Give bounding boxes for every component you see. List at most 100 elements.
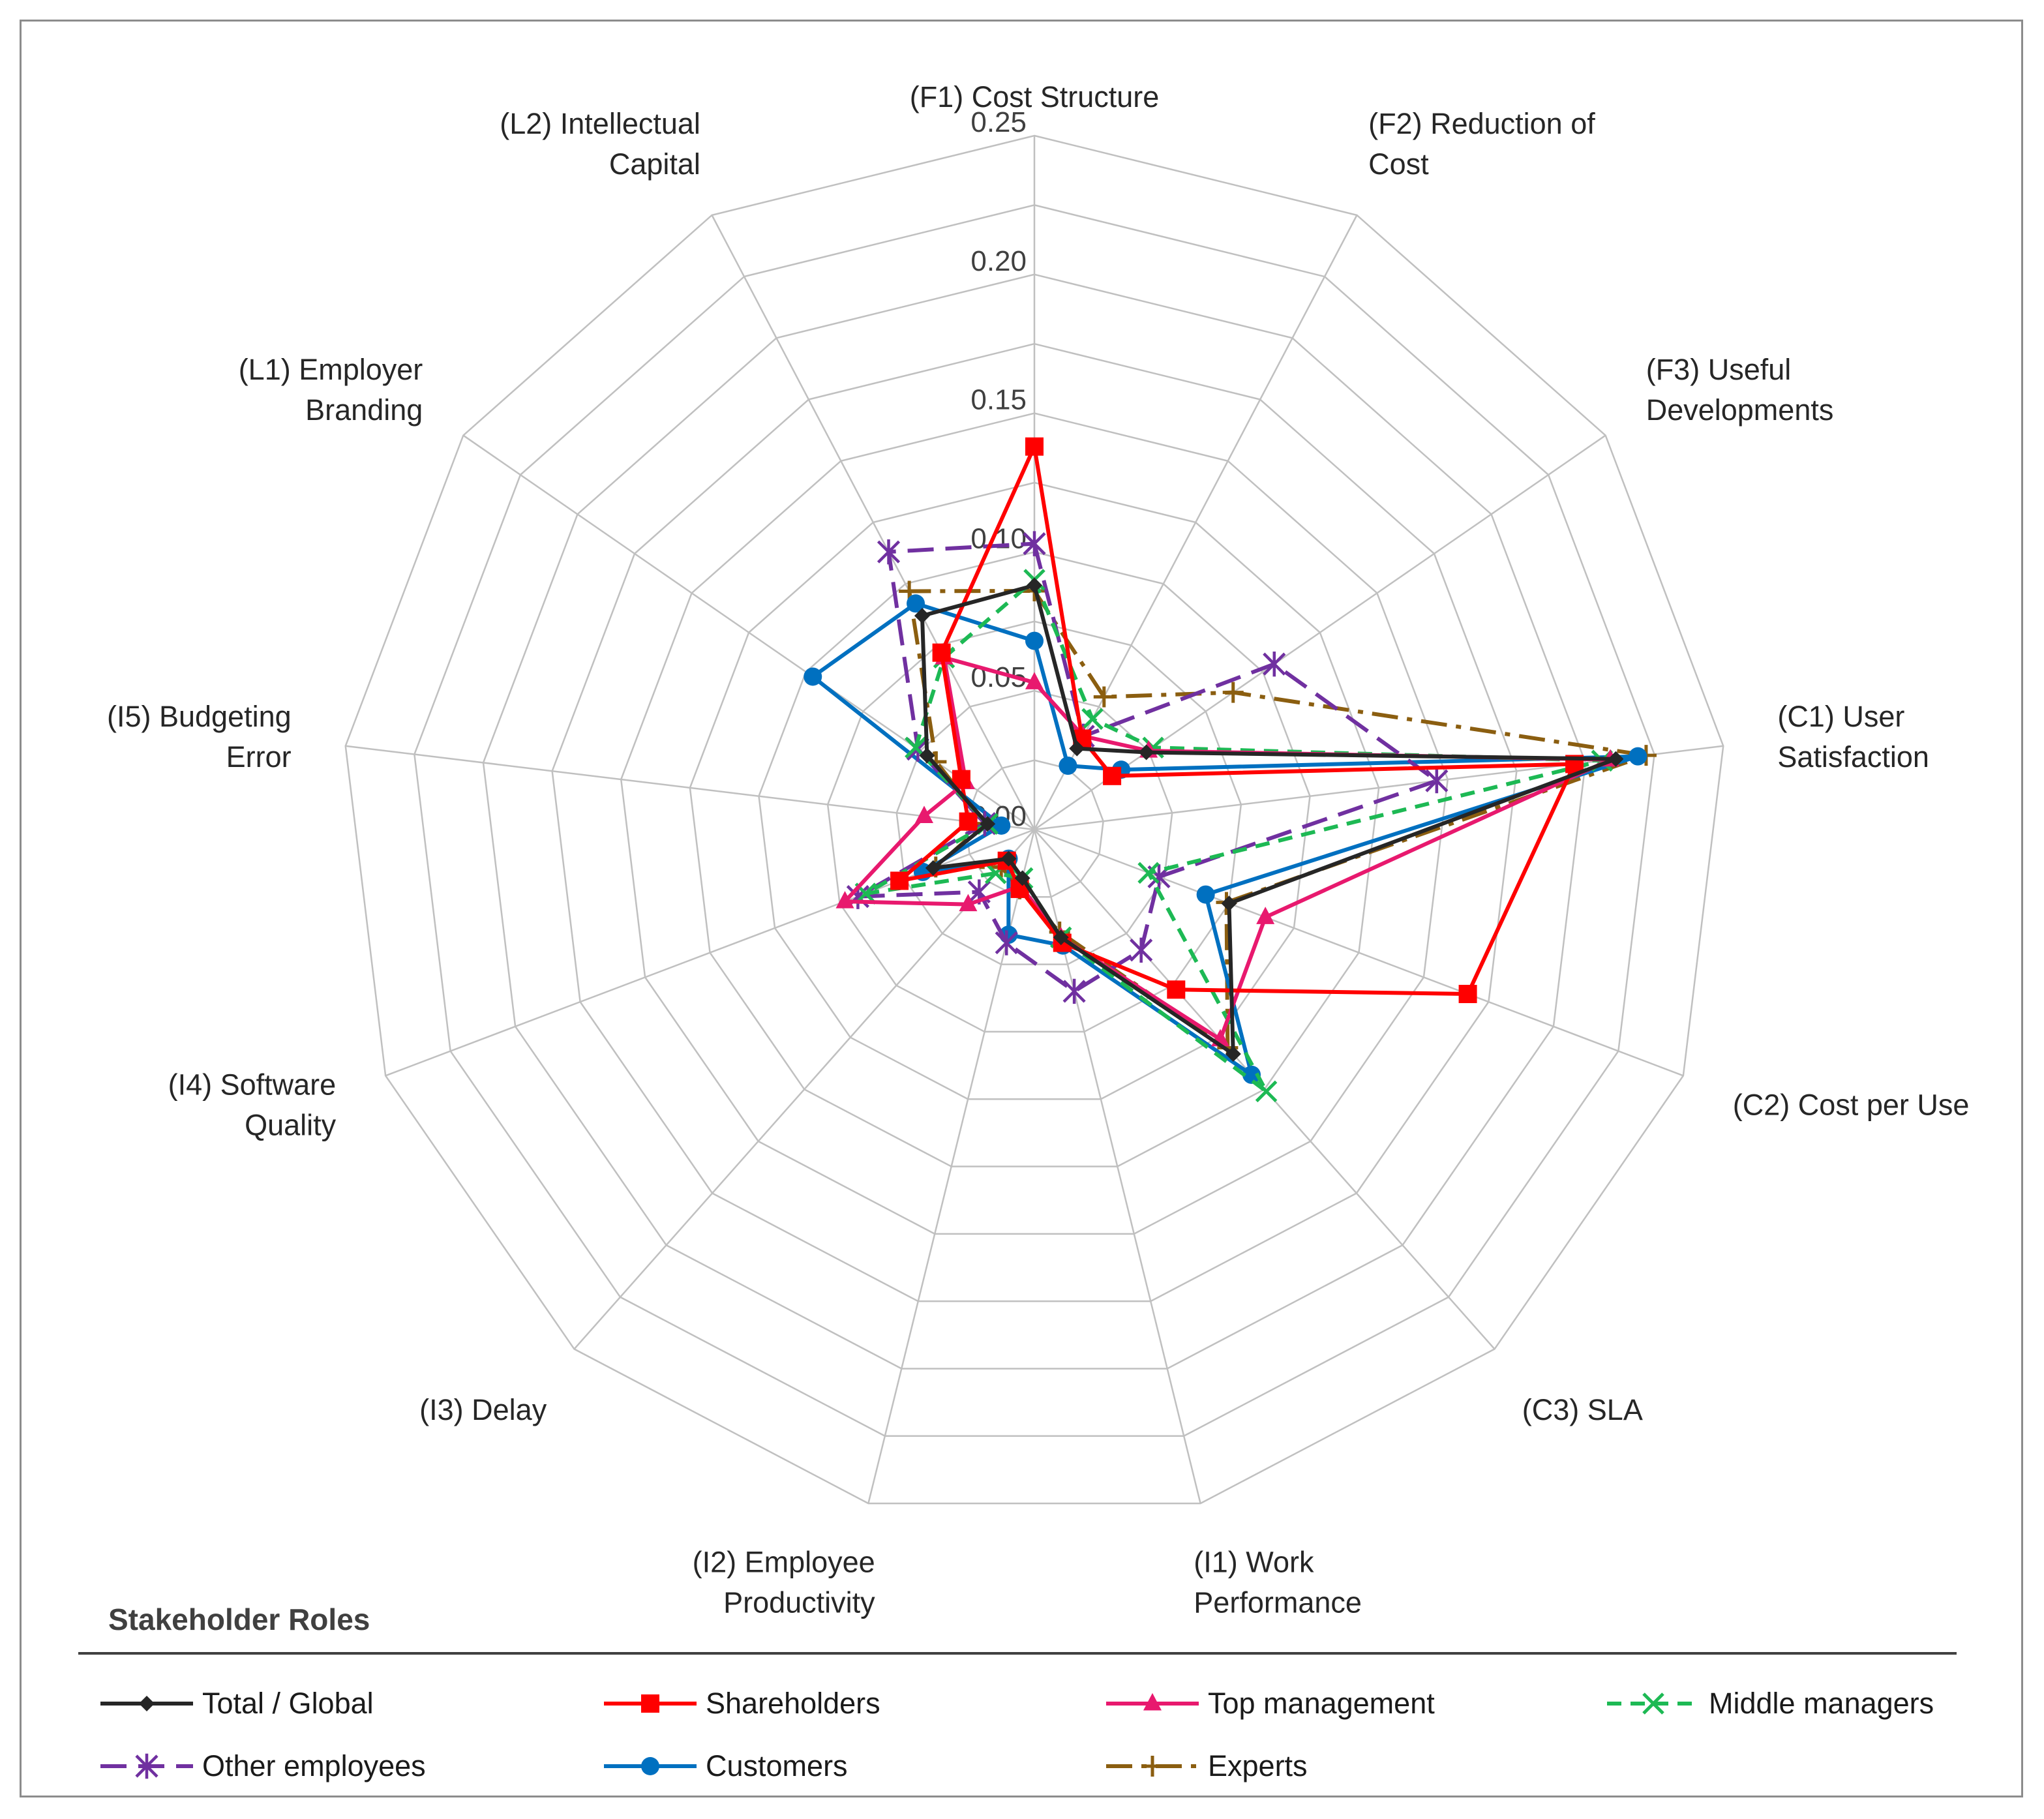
data-point <box>1081 708 1104 730</box>
radar-grid <box>344 134 1724 1505</box>
data-point <box>995 930 1018 955</box>
axis-label: Performance <box>1194 1586 1362 1619</box>
data-point <box>1027 577 1042 594</box>
data-point <box>1025 672 1044 689</box>
data-point <box>1014 870 1030 886</box>
grid-spoke <box>711 215 1036 830</box>
data-point <box>1425 768 1449 794</box>
axis-label: (L2) Intellectual <box>500 107 700 140</box>
grid-spoke <box>462 434 1035 831</box>
data-point <box>835 891 854 909</box>
tick-label: 0.25 <box>970 106 1027 138</box>
data-point <box>877 539 901 565</box>
grid-ring <box>551 342 1518 1302</box>
axis-label: Branding <box>305 393 423 427</box>
data-point <box>1137 862 1160 884</box>
axis-label: (C2) Cost per Use <box>1733 1088 1970 1121</box>
data-point <box>1263 651 1286 677</box>
legend-item: Total / Global <box>98 1684 374 1723</box>
data-point <box>1093 686 1115 708</box>
data-point <box>919 747 935 764</box>
series-total-global <box>914 577 1624 1062</box>
legend-label: Middle managers <box>1709 1687 1934 1720</box>
series-line <box>811 601 1640 1077</box>
data-point <box>980 816 996 832</box>
data-point <box>1222 682 1244 703</box>
legend-item: Shareholders <box>601 1684 880 1723</box>
data-point <box>1138 744 1154 760</box>
series-layer <box>804 437 1657 1103</box>
legend-swatch <box>1607 1692 1700 1715</box>
axis-label: Developments <box>1646 393 1834 427</box>
axis-label: Capital <box>609 147 700 181</box>
axis-label: (F1) Cost Structure <box>910 80 1160 113</box>
series-line <box>856 541 1439 993</box>
data-point <box>1196 885 1215 904</box>
grid-ring <box>344 134 1724 1505</box>
grid-spoke <box>1033 215 1358 830</box>
grid-ring <box>826 620 1242 1033</box>
legend-marker <box>135 1753 158 1779</box>
data-point <box>1062 978 1086 1004</box>
chart-frame <box>20 20 2023 1797</box>
legend-label: Experts <box>1208 1749 1308 1782</box>
data-point <box>1059 757 1077 775</box>
data-point <box>907 594 925 613</box>
grid-ring <box>482 273 1587 1370</box>
data-point <box>1069 740 1085 757</box>
grid-spoke <box>1034 434 1606 831</box>
grid-ring <box>413 204 1655 1437</box>
legend-item: Experts <box>1104 1747 1308 1786</box>
data-point <box>1023 531 1046 556</box>
legend-item: Other employees <box>98 1747 426 1786</box>
data-point <box>1221 895 1237 912</box>
legend-label: Shareholders <box>706 1687 880 1720</box>
data-point <box>1025 437 1044 456</box>
legend-swatch <box>1106 1756 1199 1777</box>
data-point <box>959 894 978 912</box>
data-point <box>925 860 941 876</box>
legend-label: Total / Global <box>202 1687 374 1720</box>
axis-label: Productivity <box>723 1586 875 1619</box>
legend-swatch <box>1106 1692 1199 1711</box>
legend-swatch <box>604 1757 697 1775</box>
legend-divider <box>78 1652 1957 1655</box>
grid-ring <box>758 551 1311 1100</box>
axis-label: (I2) Employee <box>693 1545 875 1578</box>
series-customers <box>804 594 1647 1084</box>
axis-label: Cost <box>1368 147 1429 181</box>
axis-label: Error <box>226 740 292 774</box>
legend-marker <box>1642 1692 1664 1715</box>
legend-marker <box>1142 1756 1163 1777</box>
data-point <box>804 667 822 686</box>
data-point <box>890 871 909 890</box>
axis-label: (C1) User <box>1777 700 1904 733</box>
data-point <box>1167 980 1186 999</box>
data-point <box>1608 751 1624 767</box>
axis-label: (I4) Software <box>168 1068 337 1101</box>
legend-marker <box>641 1694 659 1713</box>
grid-spoke <box>573 829 1035 1350</box>
data-point <box>959 812 978 831</box>
data-point <box>1242 1065 1261 1084</box>
legend-marker <box>1143 1692 1162 1711</box>
data-point <box>1103 766 1122 785</box>
legend-label: Customers <box>706 1749 848 1782</box>
legend-item: Middle managers <box>1604 1684 1934 1723</box>
axis-labels: (F1) Cost Structure (F2) Reduction of Cost… <box>107 80 1969 1619</box>
data-point <box>1053 929 1069 946</box>
axis-label: (I3) Delay <box>419 1393 547 1426</box>
axis-label: Quality <box>245 1108 337 1141</box>
tick-label: 0.20 <box>970 245 1027 277</box>
axis-label: (F3) Useful <box>1646 353 1792 386</box>
axis-label: (C3) SLA <box>1522 1393 1643 1426</box>
legend-item: Customers <box>601 1747 848 1786</box>
axis-label: Satisfaction <box>1777 740 1929 774</box>
axis-label: (L1) Employer <box>239 353 423 386</box>
legend-swatch <box>100 1696 193 1711</box>
series-line <box>920 583 1618 1057</box>
data-point <box>1130 937 1153 963</box>
legend-item: Top management <box>1104 1684 1435 1723</box>
data-point <box>932 643 951 662</box>
data-point <box>1000 850 1017 867</box>
